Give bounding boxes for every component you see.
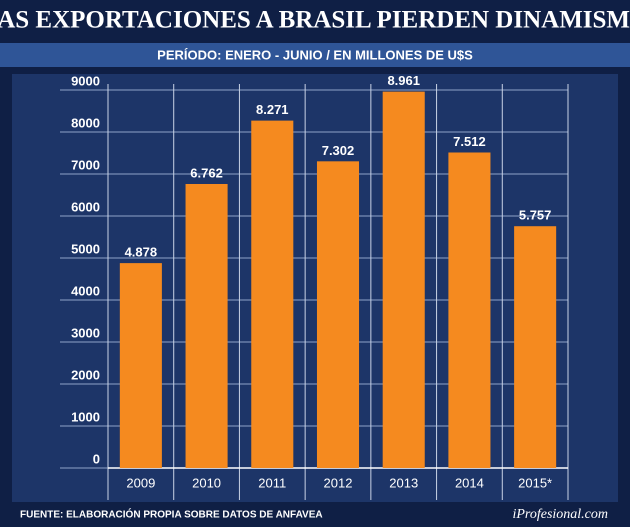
- y-tick-label: 1000: [71, 409, 100, 424]
- chart-title: LAS EXPORTACIONES A BRASIL PIERDEN DINAM…: [0, 7, 630, 34]
- value-label: 7.302: [322, 143, 355, 158]
- y-tick-label: 3000: [71, 325, 100, 340]
- x-tick-label: 2010: [192, 475, 221, 490]
- x-tick-label: 2011: [258, 475, 286, 490]
- y-tick-label: 2000: [71, 367, 100, 382]
- value-label: 8.271: [256, 102, 289, 117]
- bar: [514, 226, 557, 468]
- bar: [316, 161, 360, 469]
- bar: [382, 91, 425, 468]
- y-tick-label: 0: [93, 451, 100, 466]
- value-label: 6.762: [190, 165, 223, 180]
- subtitle: PERÍODO: ENERO - JUNIO / EN MILLONES DE …: [157, 47, 473, 62]
- bar: [251, 120, 294, 469]
- bar: [448, 152, 491, 468]
- y-tick-label: 5000: [71, 241, 100, 256]
- y-tick-label: 8000: [71, 115, 100, 130]
- x-tick-label: 2013: [389, 475, 418, 490]
- bar: [185, 183, 228, 468]
- x-tick-label: 2014: [455, 475, 484, 490]
- subtitle-band: [0, 43, 630, 67]
- value-label: 7.512: [453, 134, 486, 149]
- y-tick-label: 6000: [71, 199, 100, 214]
- value-label: 8.961: [387, 73, 420, 88]
- x-tick-label: 2015*: [518, 475, 552, 490]
- x-tick-label: 2012: [324, 475, 353, 490]
- y-tick-label: 9000: [71, 73, 100, 88]
- bar: [119, 263, 162, 468]
- value-label: 4.878: [125, 245, 158, 260]
- y-tick-label: 4000: [71, 283, 100, 298]
- value-label: 5.757: [519, 208, 552, 223]
- source: FUENTE: ELABORACIÓN PROPIA SOBRE DATOS D…: [20, 508, 323, 521]
- y-tick-label: 7000: [71, 157, 100, 172]
- credit: iProfesional.com: [512, 507, 608, 522]
- x-tick-label: 2009: [126, 475, 155, 490]
